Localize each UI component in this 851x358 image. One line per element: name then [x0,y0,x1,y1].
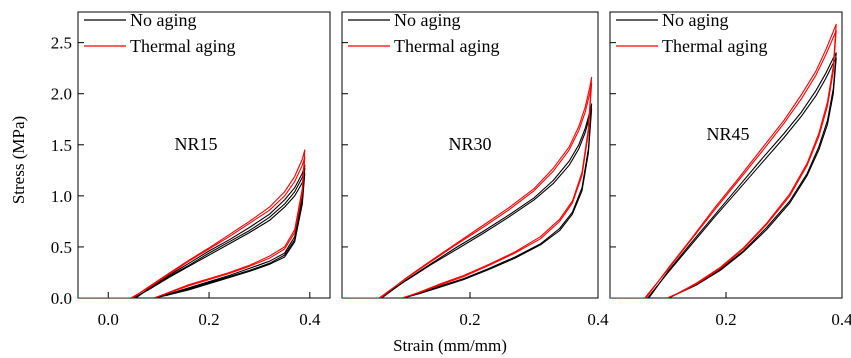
series-lines [342,76,593,298]
panel-label: NR15 [174,134,217,154]
series-line-thermal-aging [610,29,837,298]
y-tick-label: 2.0 [51,85,72,104]
x-axis-title: Strain (mm/mm) [393,336,507,355]
x-tick-label: 0.2 [459,310,480,329]
series-line-no-aging [78,172,306,298]
plot-frame [77,11,331,299]
x-tick-label: 0.4 [831,310,851,329]
x-tick-label: 0.4 [587,310,609,329]
chart-panel-nr30: 0.2 0.4 No aging Thermal aging NR30 [341,10,609,329]
y-tick-label: 1.0 [51,187,72,206]
series-lines [610,23,837,298]
series-line-no-aging [78,164,306,298]
x-tick-label: 0.2 [198,310,219,329]
series-line-thermal-aging [78,149,306,298]
legend-label-thermal-aging: Thermal aging [130,36,235,56]
chart-panel-nr45: 0.2 0.4 No aging Thermal aging NR45 [609,10,851,329]
legend-label-no-aging: No aging [130,10,197,30]
series-line-no-aging [610,52,837,298]
y-tick-label: 0.5 [51,238,72,257]
y-tick-label: 2.5 [51,34,72,53]
series-line-thermal-aging [610,23,837,298]
series-line-thermal-aging [342,76,593,298]
series-line-no-aging [78,167,306,298]
panel-label: NR45 [706,124,749,144]
series-line-no-aging [342,108,593,298]
x-tick-label: 0.0 [98,310,119,329]
y-tick-label: 0.0 [51,289,72,308]
legend-label-no-aging: No aging [662,10,729,30]
series-line-no-aging [342,103,593,298]
chart-panels: 0.0 0.2 0.4 0.0 0.5 1.0 1.5 2.0 2.5 No aging Therm… [51,10,851,329]
x-tick-label: 0.2 [715,310,736,329]
panel-label: NR30 [448,134,491,154]
y-tick-label: 1.5 [51,136,72,155]
y-axis-title: Stress (MPa) [9,116,28,204]
legend-label-thermal-aging: Thermal aging [662,36,767,56]
series-line-thermal-aging [78,156,306,298]
series-line-thermal-aging [342,82,593,298]
x-tick-label: 0.4 [299,310,321,329]
legend-label-thermal-aging: Thermal aging [394,36,499,56]
legend-label-no-aging: No aging [394,10,461,30]
series-lines [78,149,306,298]
chart-panel-nr15: 0.0 0.2 0.4 0.0 0.5 1.0 1.5 2.0 2.5 No aging Therm… [51,10,331,329]
series-line-no-aging [610,57,837,298]
